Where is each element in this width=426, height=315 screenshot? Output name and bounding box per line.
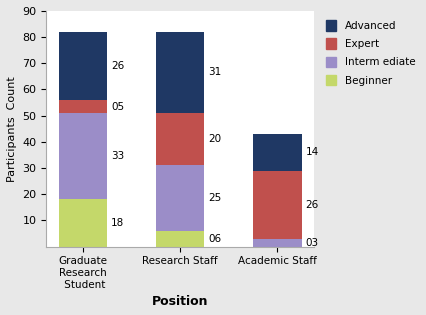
Text: 31: 31 [208,67,221,77]
Text: 25: 25 [208,193,221,203]
Bar [58,100,107,113]
Text: 05: 05 [111,101,124,112]
Text: 20: 20 [208,134,221,144]
Bar [155,231,204,247]
Bar [253,134,301,171]
Text: 14: 14 [305,147,318,157]
Text: 18: 18 [111,218,124,228]
Y-axis label: Participants  Count: Participants Count [7,76,17,182]
Bar [58,113,107,199]
Text: 03: 03 [305,238,318,248]
Text: 06: 06 [208,234,221,244]
X-axis label: Position: Position [152,295,208,308]
Bar [155,113,204,165]
Bar [58,32,107,100]
Bar [155,32,204,113]
Text: 26: 26 [111,61,124,71]
Bar [155,165,204,231]
Text: 26: 26 [305,200,318,210]
Legend: Advanced, Expert, Interm ediate, Beginner: Advanced, Expert, Interm ediate, Beginne… [321,16,418,90]
Text: 33: 33 [111,151,124,161]
Bar [253,239,301,247]
Bar [253,171,301,239]
Bar [58,199,107,247]
